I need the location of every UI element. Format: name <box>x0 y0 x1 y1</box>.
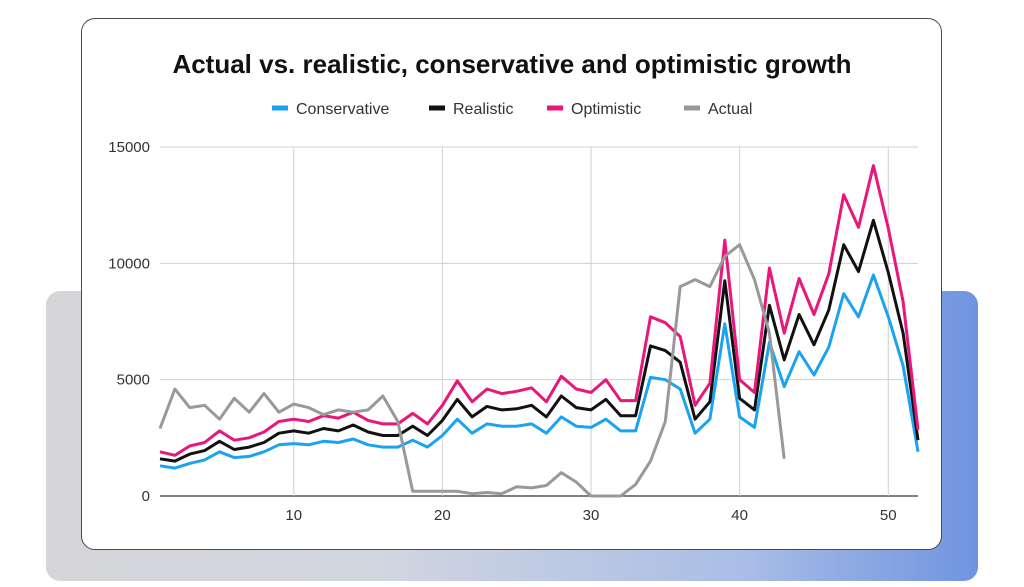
series-line-optimistic <box>159 164 920 457</box>
legend-item-realistic: Realistic <box>429 101 513 118</box>
y-tick-label: 0 <box>142 488 150 505</box>
y-axis-ticks: 0 5000 10000 15000 <box>108 139 150 505</box>
x-tick-label: 10 <box>285 507 302 524</box>
chart-title: Actual vs. realistic, conservative and o… <box>172 49 851 79</box>
x-tick-label: 30 <box>583 507 600 524</box>
chart-series <box>158 164 920 498</box>
line-chart: Actual vs. realistic, conservative and o… <box>108 49 920 524</box>
x-tick-label: 20 <box>434 507 451 524</box>
chart-legend: Conservative Realistic Optimistic Actual <box>272 101 752 118</box>
x-tick-label: 40 <box>731 507 748 524</box>
y-tick-label: 10000 <box>108 255 150 272</box>
series-line-realistic <box>159 218 920 463</box>
legend-item-actual: Actual <box>684 101 752 118</box>
series-line-actual <box>158 243 786 498</box>
y-tick-label: 15000 <box>108 139 150 156</box>
legend-label: Optimistic <box>571 101 641 118</box>
chart-card: Actual vs. realistic, conservative and o… <box>81 18 942 550</box>
legend-label: Realistic <box>453 101 513 118</box>
legend-item-conservative: Conservative <box>272 101 389 118</box>
legend-label: Conservative <box>296 101 389 118</box>
chart-grid <box>160 146 918 497</box>
x-axis-ticks: 10 20 30 40 50 <box>285 507 896 524</box>
y-tick-label: 5000 <box>117 372 150 389</box>
legend-label: Actual <box>708 101 752 118</box>
series-line-conservative <box>159 273 920 470</box>
x-tick-label: 50 <box>880 507 897 524</box>
legend-item-optimistic: Optimistic <box>547 101 641 118</box>
